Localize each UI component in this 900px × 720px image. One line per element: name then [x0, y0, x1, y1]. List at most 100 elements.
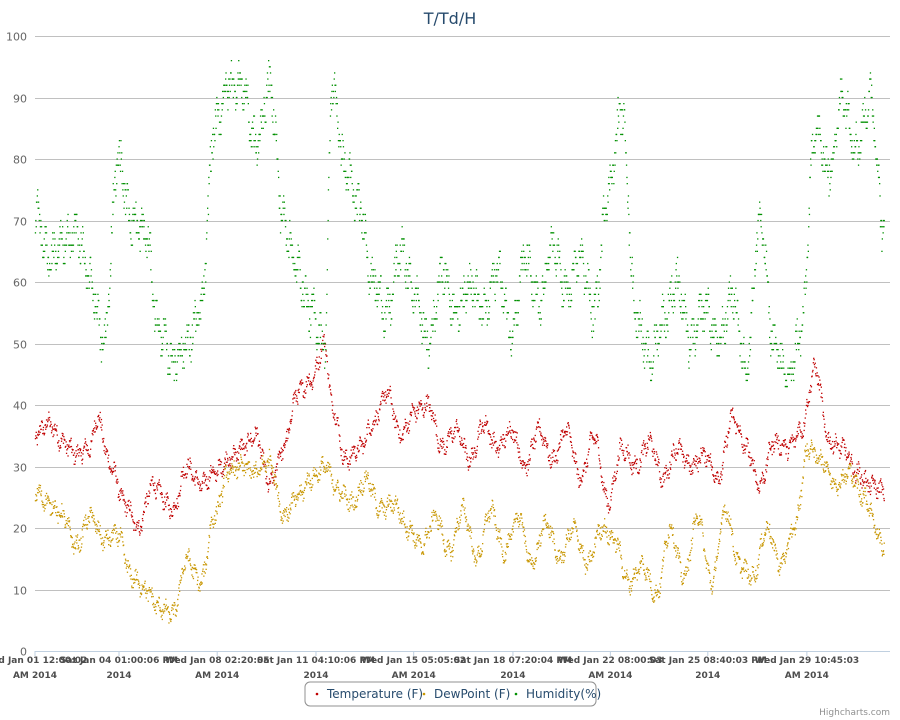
data-point — [754, 470, 757, 473]
data-point — [182, 466, 185, 468]
data-point — [433, 511, 435, 513]
data-point — [276, 463, 279, 465]
data-point — [806, 405, 809, 408]
data-point — [67, 445, 70, 448]
data-point — [60, 440, 63, 442]
data-point — [80, 537, 82, 539]
data-point — [490, 443, 492, 445]
data-point — [736, 424, 738, 426]
data-point — [467, 469, 470, 471]
data-point — [362, 453, 364, 455]
data-point — [850, 456, 852, 459]
data-point — [503, 559, 505, 561]
data-point — [646, 567, 648, 569]
data-point — [718, 480, 720, 482]
data-point — [464, 451, 466, 453]
data-point — [169, 508, 172, 510]
data-point — [442, 539, 444, 542]
data-point — [40, 244, 42, 246]
data-point — [518, 523, 521, 526]
data-point — [136, 524, 138, 526]
data-point — [474, 447, 476, 449]
data-point — [516, 432, 518, 434]
chart-title: T/Td/H — [423, 9, 477, 28]
data-point — [694, 523, 696, 525]
data-point — [131, 511, 133, 514]
data-point — [100, 543, 103, 546]
data-point — [556, 562, 558, 564]
data-point — [761, 471, 763, 473]
data-point — [346, 504, 348, 506]
data-point — [609, 508, 611, 510]
data-point — [362, 491, 364, 493]
data-point — [294, 494, 296, 497]
data-point — [786, 545, 788, 547]
data-point — [709, 572, 711, 574]
data-point — [547, 443, 549, 445]
data-point — [530, 559, 532, 561]
data-point — [147, 503, 149, 505]
data-point — [313, 473, 315, 475]
data-point — [415, 410, 417, 412]
data-point — [43, 256, 45, 259]
data-point — [489, 509, 491, 511]
data-point — [841, 441, 843, 444]
data-point — [714, 475, 716, 477]
data-point — [150, 591, 152, 593]
data-point — [132, 578, 134, 580]
data-point — [541, 439, 543, 441]
data-point — [61, 438, 63, 440]
data-point — [375, 419, 378, 421]
data-point — [82, 226, 84, 228]
data-point — [322, 470, 325, 472]
data-point — [605, 526, 608, 528]
data-point — [671, 528, 673, 530]
data-point — [789, 440, 791, 442]
data-point — [688, 569, 690, 571]
data-point — [711, 585, 713, 587]
data-point — [365, 475, 368, 478]
data-point — [259, 457, 262, 459]
data-point — [291, 418, 293, 421]
data-point — [297, 493, 300, 496]
data-point — [171, 511, 173, 513]
data-point — [143, 238, 145, 240]
data-point — [184, 349, 187, 351]
data-point — [424, 543, 426, 545]
data-point — [704, 550, 706, 552]
data-point — [340, 497, 343, 499]
data-point — [365, 478, 367, 480]
data-point — [775, 554, 777, 556]
data-point — [770, 449, 772, 451]
data-point — [698, 457, 700, 459]
data-point — [463, 509, 465, 511]
data-point — [511, 429, 513, 431]
data-point — [58, 256, 60, 259]
data-point — [382, 399, 384, 401]
data-point — [362, 483, 364, 485]
data-point — [519, 456, 521, 458]
data-point — [124, 501, 127, 503]
data-point — [660, 478, 663, 480]
data-point — [103, 540, 105, 542]
data-point — [633, 467, 635, 469]
data-point — [402, 433, 404, 435]
data-point — [347, 498, 349, 500]
data-point — [381, 395, 383, 397]
data-point — [133, 219, 135, 222]
data-point — [493, 442, 496, 444]
data-point — [212, 526, 215, 528]
data-point — [557, 460, 559, 462]
data-point — [46, 426, 48, 428]
data-point — [265, 467, 267, 470]
data-point — [819, 455, 821, 457]
data-point — [792, 533, 794, 535]
data-point — [208, 183, 210, 185]
data-point — [215, 480, 218, 482]
data-point — [68, 520, 71, 522]
data-point — [313, 467, 315, 469]
data-point — [778, 571, 780, 573]
data-point — [403, 510, 405, 512]
data-point — [190, 473, 193, 476]
data-point — [380, 403, 382, 405]
